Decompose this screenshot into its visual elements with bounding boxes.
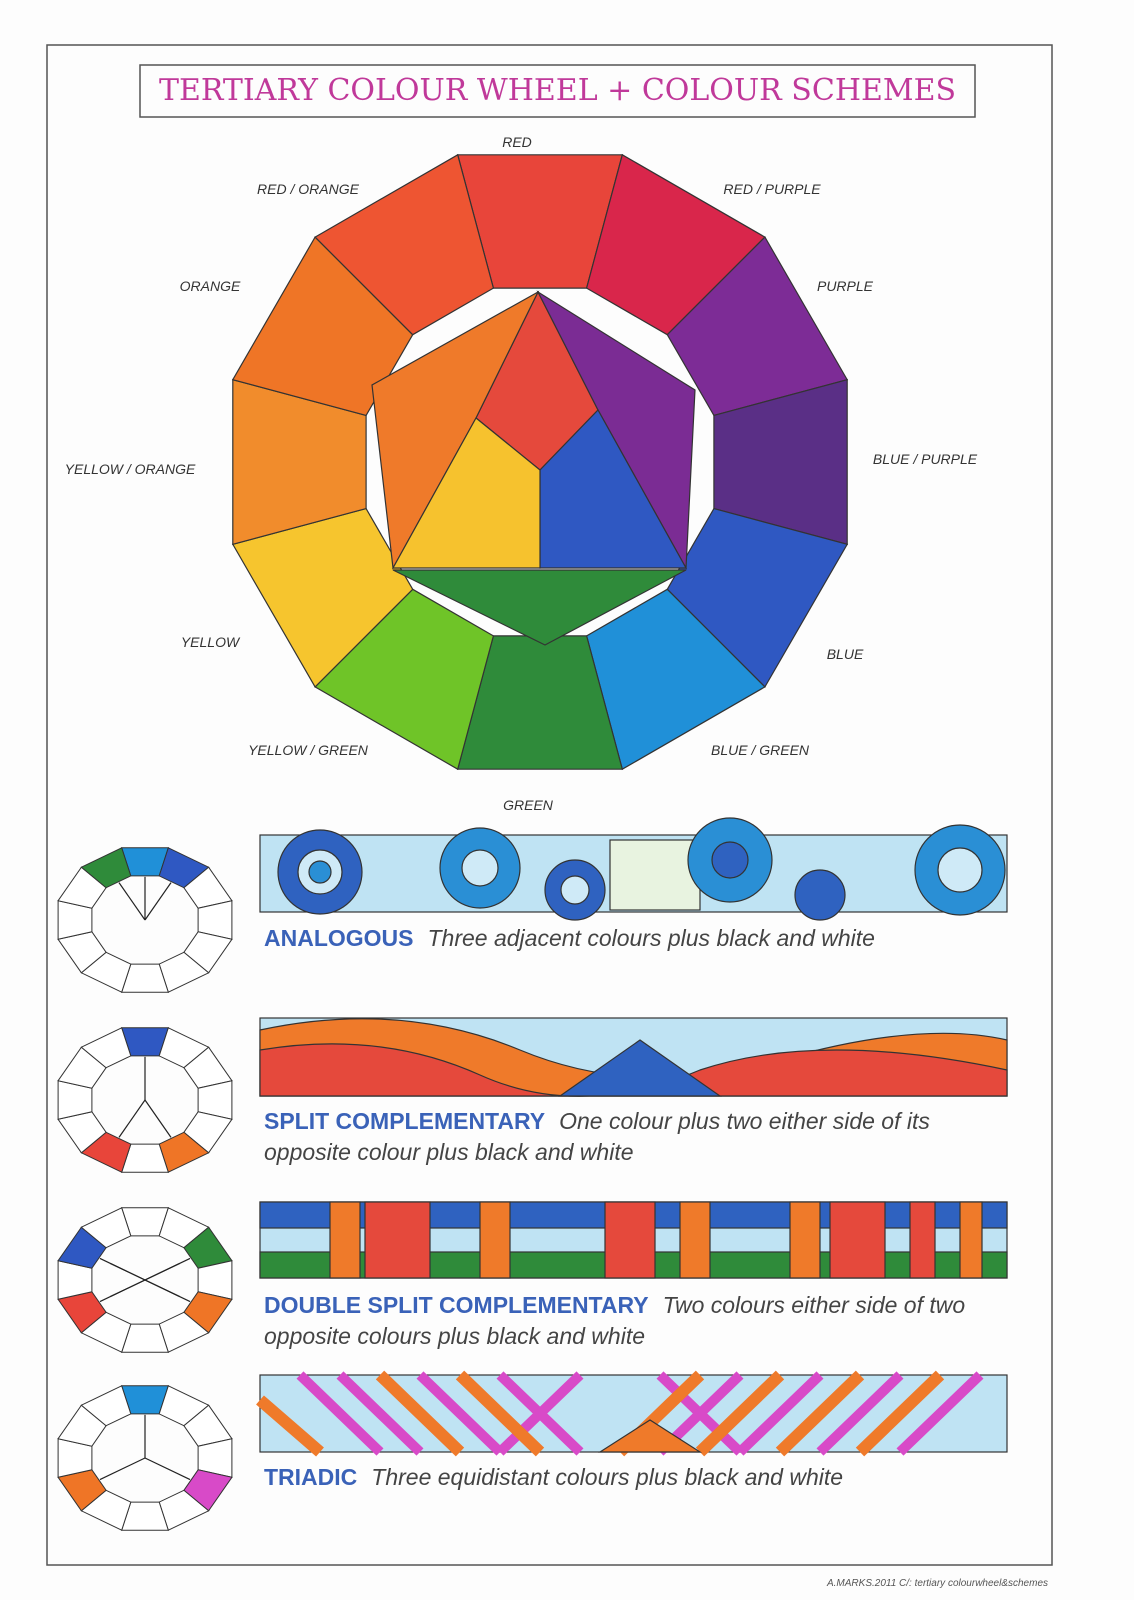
wheel-label: PURPLE — [816, 278, 874, 294]
pattern-split — [259, 1017, 1008, 1097]
scheme-segment — [80, 1027, 132, 1069]
pattern-triadic — [256, 1370, 1008, 1457]
wheel-label: YELLOW — [180, 634, 240, 650]
scheme-description: One colour plus two either side of its o… — [264, 1108, 930, 1165]
scheme: TRIADIC Three equidistant colours plus bl… — [264, 1462, 1014, 1493]
scheme-arrow — [99, 1457, 146, 1481]
scheme-arrow — [118, 1099, 146, 1138]
yellow-primary — [391, 417, 541, 569]
wheel-label: YELLOW / ORANGE — [64, 461, 196, 477]
green-secondary — [392, 569, 687, 646]
pattern-double-split — [259, 1201, 1008, 1279]
scheme-name: ANALOGOUS — [264, 925, 414, 951]
scheme-icons — [57, 847, 233, 1531]
scheme: SPLIT COMPLEMENTARY One colour plus two e… — [264, 1106, 1014, 1168]
title-box — [139, 64, 976, 118]
scheme-wheel — [57, 847, 233, 993]
scheme: ANALOGOUS Three adjacent colours plus bla… — [264, 923, 1014, 954]
wheel-label: GREEN — [503, 797, 553, 813]
wheel-segment — [314, 153, 495, 336]
wheel-label: RED — [502, 134, 532, 150]
wheel-label: BLUE / GREEN — [710, 742, 810, 758]
page-border — [46, 44, 1053, 1566]
scheme-wheel — [57, 1207, 233, 1353]
scheme-wheel — [57, 1385, 233, 1531]
title: TERTIARY COLOUR WHEEL + COLOUR SCHEMES — [158, 73, 957, 108]
scheme-arrow — [110, 1262, 191, 1303]
scheme-arrow — [144, 882, 172, 921]
wheel-label: YELLOW / GREEN — [248, 742, 368, 758]
colour-wheel — [231, 153, 849, 771]
wheel-label: BLUE / PURPLE — [872, 451, 978, 467]
scheme-segment — [80, 1385, 132, 1427]
wheel-label: BLUE — [826, 646, 864, 662]
scheme-arrow — [144, 1099, 172, 1138]
pattern-analogous — [259, 817, 1008, 921]
scheme-name: DOUBLE SPLIT COMPLEMENTARY — [264, 1292, 649, 1318]
scheme-wheel — [57, 1027, 233, 1173]
wheel-label: ORANGE — [179, 278, 241, 294]
scheme-arrow — [99, 1262, 180, 1303]
scheme-segment — [80, 847, 132, 889]
scheme-name: SPLIT COMPLEMENTARY — [264, 1108, 546, 1134]
scheme-arrow — [144, 1457, 191, 1481]
scheme: DOUBLE SPLIT COMPLEMENTARY Two colours ei… — [264, 1290, 1014, 1352]
footer: A.MARKS.2011 C/: tertiary colourwheel&sc… — [826, 1578, 1048, 1589]
inner-pentagon — [371, 290, 696, 646]
scheme-segment — [80, 1207, 132, 1249]
scheme-name: TRIADIC — [264, 1464, 358, 1490]
scheme-arrow — [118, 882, 146, 921]
scheme-description: Three equidistant colours plus black and… — [371, 1464, 844, 1490]
scheme-description: Three adjacent colours plus black and wh… — [427, 925, 875, 951]
wheel-label: RED / ORANGE — [257, 181, 359, 197]
wheel-label: RED / PURPLE — [723, 181, 821, 197]
scheme-description: Two colours either side of two opposite … — [264, 1292, 966, 1349]
